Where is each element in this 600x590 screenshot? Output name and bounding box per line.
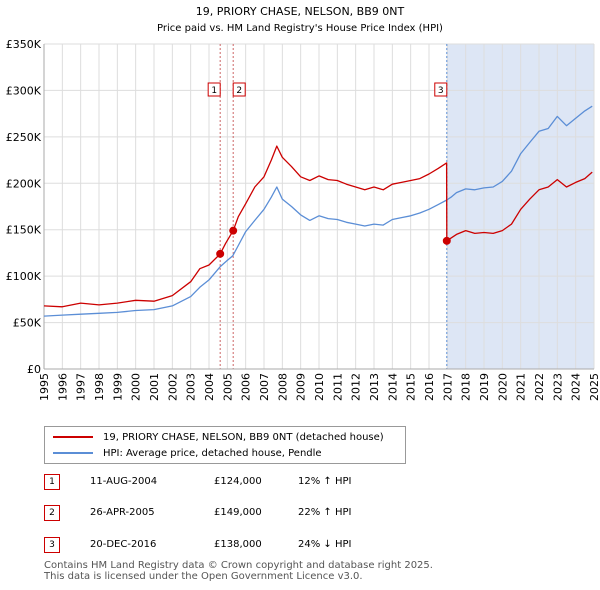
legend-item-hpi: HPI: Average price, detached house, Pend…	[53, 445, 322, 461]
x-tick-label: 2001	[148, 373, 161, 401]
transaction-price: £149,000	[214, 507, 262, 518]
marker-badge	[434, 82, 448, 97]
x-tick-label: 2007	[258, 373, 271, 401]
y-tick-label: £100K	[6, 270, 42, 283]
x-tick-label: 2010	[313, 373, 326, 401]
transaction-price: £124,000	[214, 476, 262, 487]
x-tick-label: 2008	[276, 373, 289, 401]
y-tick-label: £350K	[6, 38, 42, 51]
x-tick-label: 2014	[386, 373, 399, 401]
plot-area: £0 £50K £100K £150K £200K £250K £300K £350K 1995…	[6, 38, 600, 401]
marker-badge-label: 3	[438, 86, 444, 96]
x-tick-label: 1997	[75, 373, 88, 401]
x-tick-label: 2019	[478, 373, 491, 401]
transaction-price: £138,000	[214, 539, 262, 550]
x-tick-label: 2005	[221, 373, 234, 401]
transaction-date: 26-APR-2005	[90, 507, 155, 518]
x-tick-label: 1999	[111, 373, 124, 401]
legend-item-property: 19, PRIORY CHASE, NELSON, BB9 0NT (detac…	[53, 429, 384, 445]
x-tick-label: 2016	[423, 373, 436, 401]
legend-label-property: 19, PRIORY CHASE, NELSON, BB9 0NT (detac…	[103, 431, 384, 443]
sale-point	[216, 249, 225, 258]
x-tick-label: 2002	[166, 373, 179, 401]
transaction-row: 3 20-DEC-2016 £138,000 24% ↓ HPI	[44, 537, 444, 553]
x-tick-label: 1996	[56, 373, 69, 401]
marker-badge-label: 1	[211, 86, 217, 96]
transaction-number-badge: 2	[44, 505, 60, 521]
x-tick-label: 2021	[515, 373, 528, 401]
x-tick-label: 2018	[460, 373, 473, 401]
transaction-row: 1 11-AUG-2004 £124,000 12% ↑ HPI	[44, 474, 444, 490]
y-tick-label: £250K	[6, 131, 42, 144]
x-tick-label: 2000	[130, 373, 143, 401]
x-tick-label: 2009	[295, 373, 308, 401]
series-property-line	[43, 145, 593, 308]
transaction-number-badge: 1	[44, 474, 60, 490]
transaction-date: 11-AUG-2004	[90, 476, 158, 487]
marker-badge-label: 2	[236, 86, 242, 96]
legend-swatch-hpi	[53, 452, 93, 454]
x-tick-label: 2024	[570, 373, 583, 401]
x-tick-label: 2006	[240, 373, 253, 401]
transaction-hpi-change: 12% ↑ HPI	[298, 476, 352, 487]
transaction-date: 20-DEC-2016	[90, 539, 157, 550]
x-tick-label: 2012	[350, 373, 363, 401]
chart-subtitle: Price paid vs. HM Land Registry's House …	[157, 23, 443, 34]
price-chart: 19, PRIORY CHASE, NELSON, BB9 0NT Price …	[6, 5, 600, 401]
y-tick-label: £50K	[13, 317, 42, 330]
x-tick-label: 2003	[185, 373, 198, 401]
series-hpi-line	[43, 105, 593, 317]
x-tick-label: 2015	[405, 373, 418, 401]
transaction-row: 2 26-APR-2005 £149,000 22% ↑ HPI	[44, 505, 444, 521]
x-tick-label: 2011	[331, 373, 344, 401]
footer: Contains HM Land Registry data © Crown c…	[44, 560, 433, 582]
legend-swatch-property	[53, 436, 93, 438]
x-tick-label: 2023	[551, 373, 564, 401]
y-tick-label: £200K	[6, 177, 42, 190]
x-tick-label: 2025	[588, 373, 600, 401]
y-tick-label: £150K	[6, 224, 42, 237]
footer-license: This data is licensed under the Open Gov…	[44, 571, 363, 582]
x-tick-label: 2020	[496, 373, 509, 401]
marker-badge	[207, 82, 221, 97]
footer-copyright: Contains HM Land Registry data © Crown c…	[44, 560, 433, 571]
x-tick-label: 1998	[93, 373, 106, 401]
marker-badge	[232, 82, 246, 97]
y-tick-label: £0	[27, 363, 41, 376]
chart-title: 19, PRIORY CHASE, NELSON, BB9 0NT	[196, 5, 405, 18]
x-tick-label: 2022	[533, 373, 546, 401]
x-tick-label: 2017	[441, 373, 454, 401]
legend: 19, PRIORY CHASE, NELSON, BB9 0NT (detac…	[44, 426, 406, 464]
transaction-hpi-change: 22% ↑ HPI	[298, 507, 352, 518]
transaction-number-badge: 3	[44, 537, 60, 553]
sale-point	[229, 226, 238, 235]
x-tick-label: 1995	[38, 373, 51, 401]
legend-label-hpi: HPI: Average price, detached house, Pend…	[103, 447, 322, 459]
sale-point	[442, 236, 451, 245]
transaction-hpi-change: 24% ↓ HPI	[298, 539, 352, 550]
y-tick-label: £300K	[6, 84, 42, 97]
x-tick-label: 2004	[203, 373, 216, 401]
x-tick-label: 2013	[368, 373, 381, 401]
